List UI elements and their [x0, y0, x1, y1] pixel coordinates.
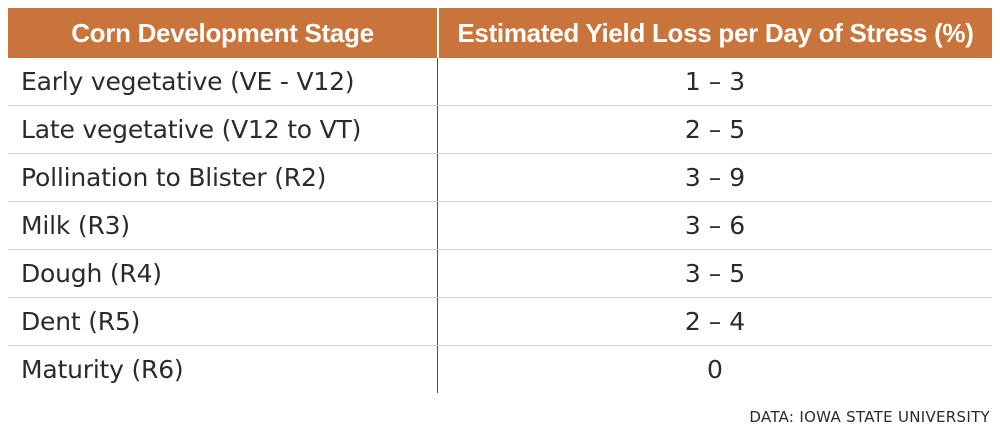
- table-row: Dough (R4) 3 – 5: [8, 250, 992, 298]
- table-row: Pollination to Blister (R2) 3 – 9: [8, 154, 992, 202]
- stage-cell: Late vegetative (V12 to VT): [21, 115, 362, 144]
- yield-loss-cell: 2 – 4: [437, 298, 992, 345]
- header-stage: Corn Development Stage: [71, 17, 374, 48]
- table-body: Early vegetative (VE - V12) 1 – 3 Late veg…: [8, 58, 992, 393]
- table-row: Late vegetative (V12 to VT) 2 – 5: [8, 106, 992, 154]
- table-header: Corn Development Stage Estimated Yield L…: [8, 8, 992, 58]
- source-note: DATA: IOWA STATE UNIVERSITY: [749, 408, 990, 426]
- yield-loss-table: Corn Development Stage Estimated Yield L…: [8, 8, 992, 393]
- stage-cell: Dent (R5): [21, 307, 141, 336]
- yield-loss-cell: 0: [437, 346, 992, 393]
- yield-loss-cell: 1 – 3: [437, 58, 992, 105]
- yield-loss-cell: 3 – 6: [437, 202, 992, 249]
- table-row: Maturity (R6) 0: [8, 346, 992, 393]
- table-row: Dent (R5) 2 – 4: [8, 298, 992, 346]
- stage-cell: Maturity (R6): [21, 355, 184, 384]
- yield-loss-cell: 3 – 9: [437, 154, 992, 201]
- yield-loss-cell: 3 – 5: [437, 250, 992, 297]
- table-row: Milk (R3) 3 – 6: [8, 202, 992, 250]
- header-yield-loss: Estimated Yield Loss per Day of Stress (…: [437, 8, 992, 58]
- stage-cell: Milk (R3): [21, 211, 130, 240]
- stage-cell: Early vegetative (VE - V12): [21, 67, 355, 96]
- yield-loss-cell: 2 – 5: [437, 106, 992, 153]
- stage-cell: Pollination to Blister (R2): [21, 163, 327, 192]
- stage-cell: Dough (R4): [21, 259, 162, 288]
- table-row: Early vegetative (VE - V12) 1 – 3: [8, 58, 992, 106]
